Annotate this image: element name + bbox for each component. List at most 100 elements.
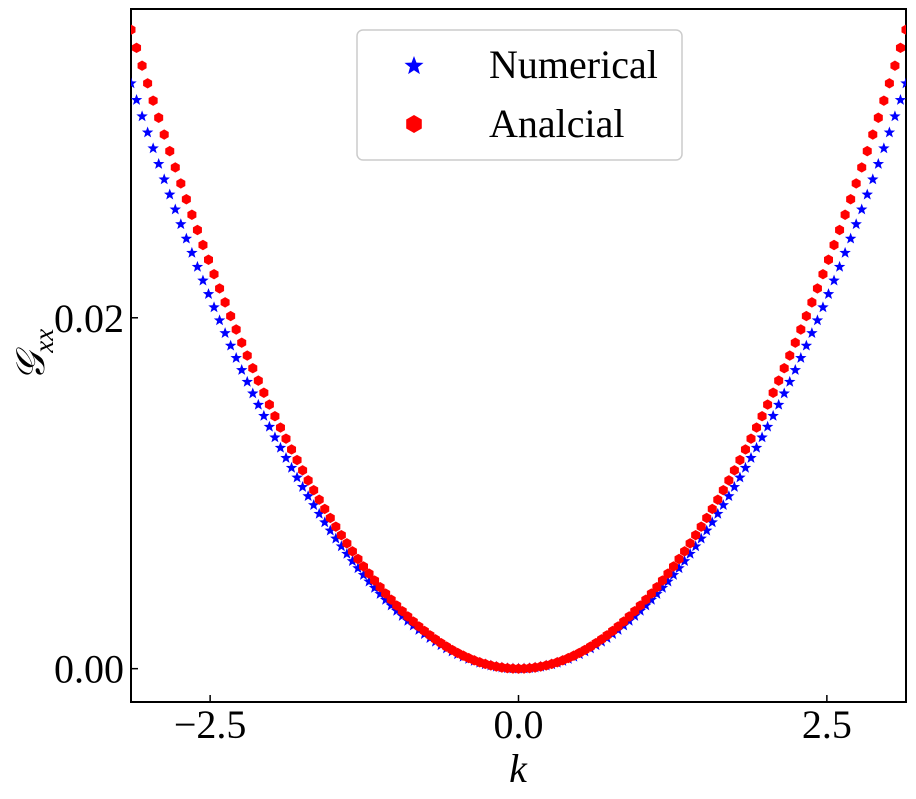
data-point (147, 142, 159, 154)
data-point (370, 575, 380, 586)
data-point (734, 471, 746, 483)
data-point (132, 42, 142, 54)
data-point (137, 60, 147, 71)
data-point (756, 431, 768, 443)
tick-layer: −2.5 0.0 2.5 0.00 0.02 (54, 296, 852, 747)
data-point (296, 480, 309, 492)
data-point (800, 339, 813, 351)
data-point (835, 224, 845, 236)
data-point (890, 60, 900, 71)
data-point (253, 375, 263, 386)
data-point (314, 494, 324, 505)
data-point (884, 78, 894, 89)
data-point (640, 599, 652, 611)
data-point (220, 297, 230, 308)
data-point (796, 324, 806, 335)
data-point (363, 575, 375, 587)
data-point (779, 363, 789, 374)
data-point (359, 561, 368, 572)
hexagon-icon (406, 115, 422, 133)
data-point (696, 521, 706, 532)
data-point (778, 387, 790, 399)
data-point (307, 499, 320, 510)
data-point (824, 254, 833, 265)
data-point (252, 398, 265, 410)
data-point (381, 588, 391, 599)
data-point (169, 203, 181, 215)
data-point (191, 260, 204, 272)
data-point (374, 588, 386, 599)
data-point (772, 398, 785, 410)
data-point (889, 110, 901, 122)
data-point (346, 555, 359, 567)
data-point (757, 411, 767, 422)
legend-label-analcial: Analcial (489, 101, 625, 146)
data-point (746, 433, 756, 444)
data-point (198, 239, 208, 251)
data-point (656, 581, 669, 593)
data-point (197, 274, 209, 286)
data-point (159, 129, 169, 140)
data-point (208, 301, 220, 313)
data-point (752, 422, 762, 433)
data-point (292, 454, 302, 466)
data-point (209, 269, 219, 280)
data-point (285, 461, 298, 473)
data-point (873, 112, 883, 123)
data-point (811, 314, 824, 326)
data-point (309, 484, 319, 496)
data-point (336, 529, 346, 541)
data-point (353, 553, 363, 565)
data-point (669, 561, 678, 572)
data-point (801, 310, 811, 322)
data-point (718, 484, 728, 496)
data-point (368, 581, 381, 593)
data-point (303, 475, 313, 486)
data-point (263, 420, 276, 432)
data-point (851, 178, 861, 189)
data-point (646, 588, 656, 599)
data-point (817, 301, 829, 313)
data-point (685, 538, 695, 549)
data-point (298, 465, 308, 476)
data-point (269, 431, 281, 443)
legend-label-numerical: Numerical (489, 42, 658, 87)
data-point (662, 575, 674, 587)
data-point (325, 512, 335, 524)
series-analcial (131, 24, 906, 674)
data-point (141, 126, 154, 138)
data-point (330, 532, 342, 544)
data-point (202, 288, 215, 299)
data-point (674, 553, 684, 565)
data-point (331, 521, 341, 532)
data-point (264, 399, 274, 410)
data-point (213, 314, 226, 326)
data-point (657, 575, 667, 586)
data-point (740, 444, 750, 455)
data-point (342, 538, 352, 549)
data-point (651, 588, 663, 599)
data-point (652, 581, 662, 593)
data-point (712, 507, 724, 519)
data-point (148, 95, 158, 106)
y-tick-label: 0.00 (54, 647, 124, 692)
data-point (663, 568, 673, 579)
y-axis-label: 𝒢xx (8, 329, 59, 381)
data-point (768, 387, 778, 398)
data-point (684, 547, 696, 559)
data-point (352, 562, 364, 574)
data-point (175, 218, 187, 230)
legend-box (356, 29, 683, 161)
data-point (723, 490, 735, 502)
x-tick-label: 0.0 (494, 702, 544, 747)
data-point (281, 433, 291, 444)
data-point (313, 507, 325, 519)
data-point (691, 529, 701, 541)
data-point (230, 352, 242, 363)
x-axis-label: k (509, 746, 528, 791)
data-point (883, 126, 896, 138)
data-point (270, 411, 280, 422)
data-point (862, 145, 872, 157)
data-point (347, 546, 357, 557)
